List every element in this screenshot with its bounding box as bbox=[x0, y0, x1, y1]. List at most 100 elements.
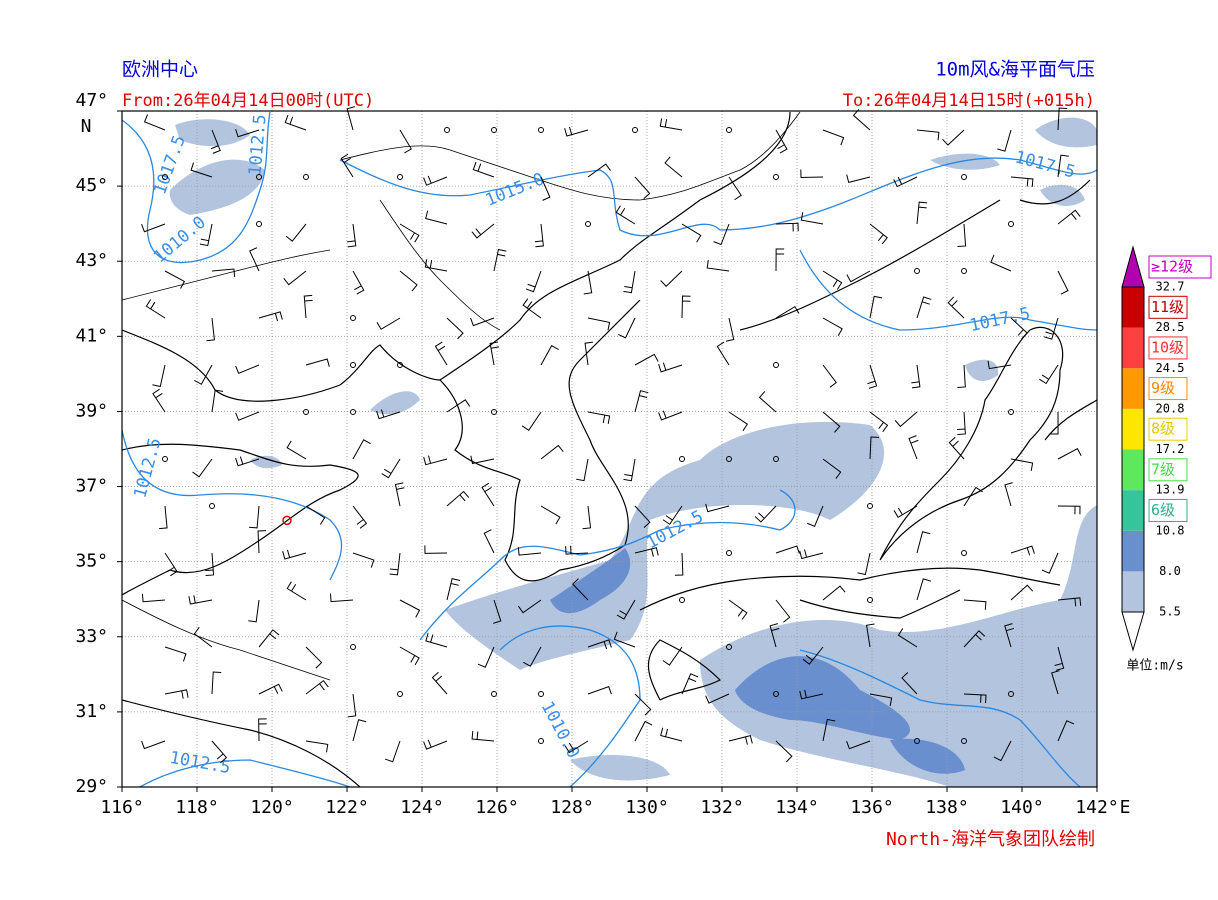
lat-tick-label: 43° bbox=[75, 250, 108, 271]
wind-barb bbox=[869, 436, 879, 460]
wind-barb bbox=[615, 205, 636, 225]
wind-barb bbox=[852, 109, 871, 131]
wind-barb bbox=[284, 114, 307, 131]
wind-barb bbox=[584, 341, 594, 366]
calm-wind bbox=[162, 456, 168, 462]
grade-label: 7级 bbox=[1151, 460, 1175, 478]
coastline bbox=[647, 639, 722, 701]
calm-wind bbox=[961, 550, 967, 556]
wind-barb bbox=[1057, 107, 1068, 131]
calm-wind bbox=[397, 691, 403, 697]
lon-tick-label: 118° bbox=[175, 797, 218, 818]
wind-barb bbox=[1054, 646, 1065, 671]
calm-wind bbox=[773, 691, 779, 697]
wind-shade bbox=[1040, 184, 1085, 206]
wind-barb bbox=[565, 545, 589, 555]
wind-barb bbox=[352, 439, 371, 460]
wind-barb bbox=[634, 720, 653, 742]
coastline bbox=[1044, 399, 1097, 441]
wind-barb bbox=[1004, 482, 1013, 507]
wind-barb bbox=[987, 360, 1012, 370]
wind-barb bbox=[446, 577, 461, 601]
wind-barb bbox=[705, 693, 730, 704]
wind-barb bbox=[658, 410, 683, 421]
wind-barb bbox=[329, 593, 354, 603]
wind-barb bbox=[869, 411, 889, 432]
wind-barb bbox=[674, 552, 684, 576]
wind-barb bbox=[471, 730, 495, 742]
wind-barb bbox=[869, 693, 893, 706]
coastline bbox=[879, 326, 1064, 561]
calm-wind bbox=[1008, 409, 1014, 415]
wind-shade bbox=[570, 755, 670, 781]
wind-barb bbox=[481, 482, 495, 507]
calm-wind bbox=[1008, 691, 1014, 697]
wind-barb bbox=[525, 270, 542, 293]
wind-barb bbox=[822, 270, 843, 290]
wind-barb bbox=[399, 223, 420, 243]
wind-barb bbox=[664, 156, 683, 178]
wind-barb bbox=[897, 628, 918, 648]
colorbar-level: 13.9 bbox=[1156, 483, 1185, 497]
wind-barb bbox=[424, 259, 448, 272]
wind-barb bbox=[564, 740, 589, 754]
colorbar-bin bbox=[1122, 287, 1144, 328]
wind-barb bbox=[522, 298, 542, 319]
wind-barb bbox=[489, 341, 499, 366]
wind-shade bbox=[370, 391, 420, 415]
calm-wind bbox=[256, 174, 262, 180]
calm-wind bbox=[867, 597, 873, 603]
colorbar-level: 5.5 bbox=[1159, 605, 1181, 619]
wind-barb bbox=[623, 270, 636, 294]
isobar-label: 1012.5 bbox=[245, 114, 270, 177]
wind-barb bbox=[616, 599, 636, 620]
calm-wind bbox=[585, 221, 591, 227]
lon-tick-label: 122° bbox=[325, 797, 368, 818]
calm-wind bbox=[209, 503, 215, 509]
colorbar-level: 17.2 bbox=[1156, 442, 1185, 456]
colorbar-bin bbox=[1122, 571, 1144, 612]
isobar bbox=[122, 429, 343, 581]
isobar bbox=[499, 625, 641, 787]
wind-barb bbox=[800, 212, 824, 225]
wind-barb bbox=[582, 505, 592, 530]
wind-barb bbox=[210, 129, 221, 154]
wind-barb bbox=[728, 599, 748, 620]
colorbar-bin bbox=[1122, 530, 1144, 572]
calm-wind bbox=[491, 409, 497, 415]
wind-barb bbox=[340, 153, 354, 178]
calm-wind bbox=[350, 362, 356, 368]
calm-wind bbox=[397, 174, 403, 180]
wind-barb bbox=[1010, 458, 1034, 471]
colorbar-level: 28.5 bbox=[1156, 320, 1185, 334]
calm-wind bbox=[538, 738, 544, 744]
calm-wind bbox=[961, 174, 967, 180]
wind-barb bbox=[446, 317, 464, 340]
lon-unit: E bbox=[1120, 797, 1131, 818]
wind-barb bbox=[521, 411, 542, 431]
wind-barb bbox=[587, 686, 612, 695]
isobar-label: 1015.0 bbox=[483, 169, 547, 211]
map-frame bbox=[121, 110, 1098, 788]
lat-tick-label: 41° bbox=[75, 325, 108, 346]
coastline bbox=[122, 111, 791, 402]
wind-barb bbox=[347, 223, 357, 248]
wind-barb bbox=[963, 693, 987, 704]
wind-barb bbox=[634, 390, 649, 413]
wind-barb bbox=[681, 673, 699, 695]
calm-wind bbox=[162, 174, 168, 180]
wind-barb bbox=[916, 531, 931, 554]
wind-barb bbox=[846, 174, 871, 184]
wind-barb bbox=[235, 128, 260, 138]
wind-barb bbox=[957, 223, 967, 248]
wind-barb bbox=[893, 505, 918, 518]
calm-wind bbox=[350, 644, 356, 650]
wind-barb bbox=[775, 545, 800, 554]
wind-barb bbox=[493, 248, 507, 272]
colorbar-top bbox=[1121, 245, 1145, 288]
wind-barb bbox=[305, 358, 330, 367]
wind-barb bbox=[258, 683, 283, 695]
wind-barb bbox=[446, 490, 470, 507]
wind-shade-strong bbox=[890, 738, 965, 774]
wind-barb bbox=[190, 162, 213, 178]
